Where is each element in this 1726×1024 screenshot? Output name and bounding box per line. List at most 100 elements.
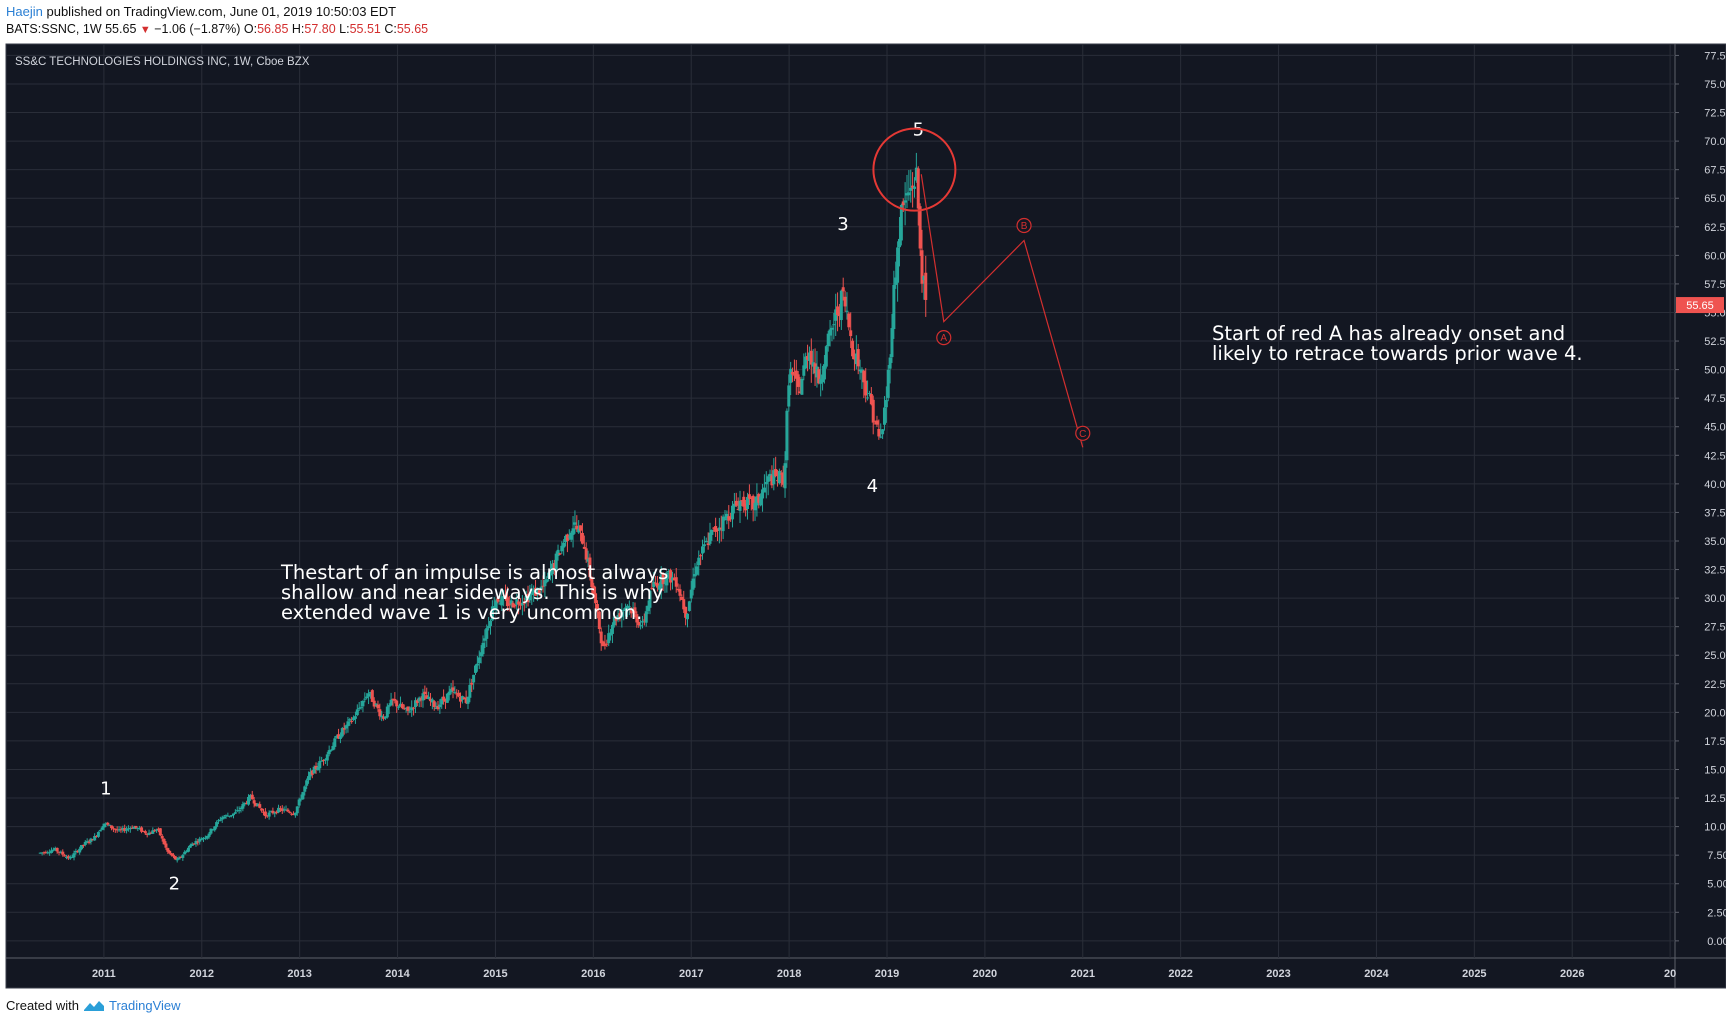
candle-body	[149, 832, 153, 834]
candle-body	[110, 825, 114, 829]
candle-body	[327, 750, 331, 755]
candle-body	[262, 811, 266, 813]
author-link[interactable]: Haejin	[6, 4, 43, 19]
candle-body	[595, 604, 599, 612]
candle-body	[554, 553, 558, 570]
candle-body	[119, 829, 123, 831]
candle-body	[622, 609, 626, 611]
candle-body	[802, 365, 806, 376]
wave5-circle	[872, 127, 957, 212]
x-tick-label: 2024	[1364, 968, 1389, 980]
candle-body	[680, 596, 684, 600]
candle-body	[639, 625, 643, 627]
candle-body	[813, 363, 817, 374]
candle-body	[398, 703, 402, 707]
candle-body	[342, 728, 346, 730]
candle-body	[762, 487, 766, 493]
y-tick-label: 32.50	[1704, 565, 1726, 577]
candle-body	[263, 811, 267, 817]
candle-body	[475, 663, 479, 666]
candle-body	[714, 526, 718, 532]
candle-body	[438, 704, 442, 708]
candle-body	[903, 200, 907, 203]
candle-body	[192, 843, 196, 845]
y-tick-label: 57.50	[1704, 279, 1726, 291]
created-with-text: Created with	[6, 998, 79, 1013]
candle-body	[277, 807, 281, 813]
candle-body	[535, 587, 539, 595]
candle-body	[44, 852, 48, 854]
y-tick-label: 67.50	[1704, 165, 1726, 177]
candle-body	[519, 603, 523, 606]
candle-body	[96, 832, 100, 837]
x-tick-label: 2020	[973, 968, 997, 980]
candle-body	[627, 606, 631, 608]
y-tick-label: 22.50	[1704, 679, 1726, 691]
candle-body	[440, 698, 444, 705]
candle-body	[198, 838, 202, 842]
candle-body	[922, 276, 926, 281]
candle-body	[836, 306, 840, 315]
candle-body	[648, 590, 652, 608]
y-tick-label: 30.00	[1704, 593, 1726, 605]
y-tick-label: 60.00	[1704, 250, 1726, 262]
candle-body	[160, 835, 164, 839]
candle-body	[308, 771, 312, 777]
candle-body	[301, 792, 305, 800]
candle-body	[288, 811, 292, 813]
y-tick-label: 5.00	[1707, 879, 1726, 891]
candle-body	[642, 619, 646, 621]
candle-body	[173, 856, 177, 860]
candle-body	[867, 393, 871, 395]
candle-body	[61, 851, 65, 855]
candle-body	[186, 847, 190, 852]
candle-body	[320, 760, 324, 762]
candle-body	[864, 380, 868, 396]
candle-body	[779, 473, 783, 475]
candle-body	[505, 597, 509, 607]
candle-body	[175, 859, 179, 861]
tradingview-link[interactable]: TradingView	[108, 998, 181, 1013]
candle-body	[588, 557, 592, 578]
candle-body	[494, 600, 498, 609]
candle-body	[63, 855, 67, 857]
candle-body	[128, 828, 132, 830]
candle-body	[558, 553, 562, 555]
y-tick-label: 2.50	[1707, 907, 1726, 919]
y-tick-label: 12.50	[1704, 793, 1726, 805]
candle-body	[470, 682, 474, 685]
candle-body	[55, 847, 59, 852]
candle-body	[425, 695, 429, 699]
y-tick-label: 27.50	[1704, 622, 1726, 634]
candle-body	[241, 804, 245, 809]
candle-body	[233, 812, 237, 814]
candle-body	[909, 187, 913, 191]
candle-body	[670, 577, 674, 581]
candle-body	[40, 852, 44, 854]
candle-body	[93, 835, 97, 841]
candle-body	[511, 602, 515, 608]
candle-body	[907, 192, 911, 196]
x-tick-label: 2021	[1071, 968, 1095, 980]
candle-body	[774, 468, 778, 477]
candle-body	[792, 374, 796, 376]
x-tick-label: 2013	[287, 968, 311, 980]
candle-body	[305, 780, 309, 786]
candle-body	[357, 707, 361, 709]
candle-body	[567, 536, 571, 538]
candle-body	[734, 500, 738, 506]
candle-body	[483, 638, 487, 641]
candle-body	[798, 391, 802, 394]
candle-body	[787, 385, 791, 407]
candle-body	[367, 693, 371, 697]
candle-body	[565, 534, 569, 541]
candle-body	[181, 854, 185, 858]
candle-body	[423, 691, 427, 695]
candle-body	[432, 701, 436, 708]
candle-body	[601, 641, 605, 647]
candle-body	[809, 350, 813, 365]
candle-body	[348, 719, 352, 721]
wave-circle-B	[1016, 217, 1032, 234]
candle-body	[477, 657, 481, 664]
